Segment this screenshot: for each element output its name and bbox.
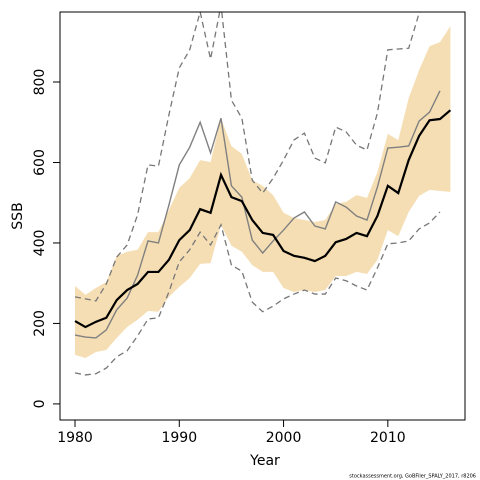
y-tick-label: 800 — [32, 69, 48, 96]
x-tick-label: 2000 — [266, 430, 302, 446]
series-line — [74, 90, 441, 339]
y-tick-label: 200 — [32, 310, 48, 337]
y-tick-label: 400 — [32, 230, 48, 257]
plot-area — [74, 12, 452, 376]
footnote: stockassessment.org, GoBFiler_SPALY_2017… — [349, 474, 476, 480]
x-axis-label: Year — [249, 453, 280, 469]
x-tick-label: 1980 — [57, 430, 93, 446]
y-tick-label: 600 — [32, 149, 48, 176]
x-tick-label: 2010 — [370, 430, 406, 446]
series-line — [74, 211, 441, 376]
y-axis-label: SSB — [10, 202, 26, 229]
plot-frame — [59, 11, 466, 421]
y-tick-label: 0 — [32, 399, 48, 408]
confidence-band — [75, 26, 451, 359]
series-line — [74, 12, 422, 302]
x-tick-label: 1990 — [161, 430, 197, 446]
series-line — [74, 109, 452, 329]
